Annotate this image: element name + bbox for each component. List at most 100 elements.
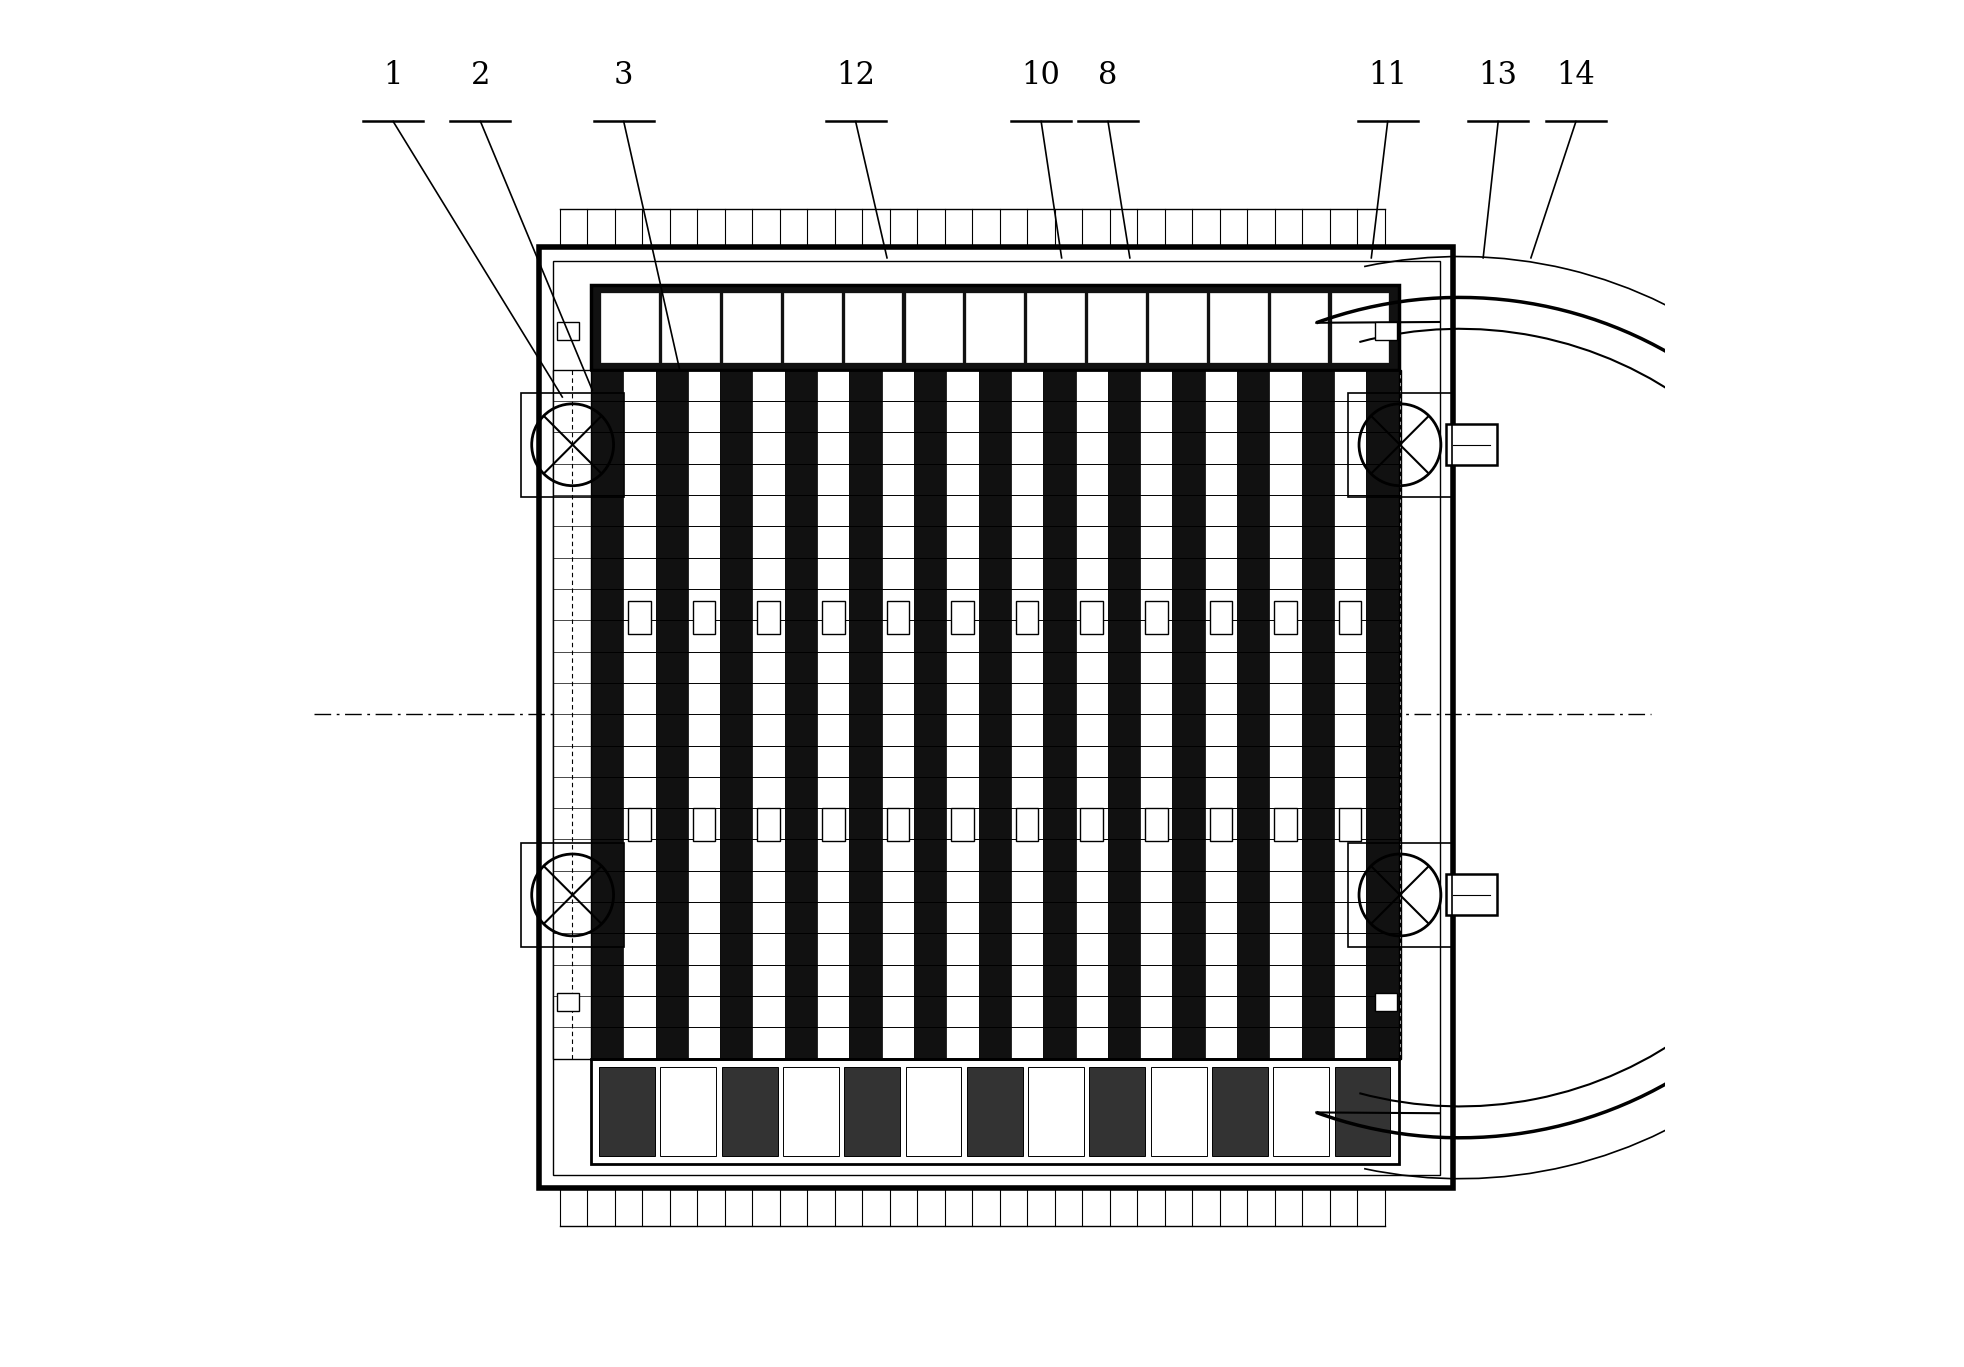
Bar — [1015, 808, 1037, 841]
Bar — [1212, 1066, 1267, 1155]
Bar — [1347, 392, 1451, 496]
Bar — [1334, 369, 1365, 1058]
Bar — [905, 1066, 960, 1155]
Bar — [1145, 601, 1167, 634]
Bar — [905, 294, 962, 361]
Bar — [628, 601, 650, 634]
Bar — [656, 369, 687, 1058]
Bar — [723, 294, 780, 361]
Bar — [913, 369, 947, 1058]
Text: 8: 8 — [1098, 60, 1118, 92]
Bar — [845, 1066, 900, 1155]
Bar — [628, 808, 650, 841]
Bar — [721, 1066, 778, 1155]
Bar — [1204, 369, 1237, 1058]
Text: 2: 2 — [471, 60, 489, 92]
Bar — [1446, 875, 1497, 916]
Bar — [1088, 294, 1145, 361]
Bar — [1365, 369, 1398, 1058]
Bar — [660, 1066, 717, 1155]
Text: 14: 14 — [1555, 60, 1595, 92]
Bar — [599, 1066, 654, 1155]
Bar — [1145, 808, 1167, 841]
Bar — [1151, 1066, 1206, 1155]
Bar — [693, 601, 715, 634]
Bar — [1210, 601, 1231, 634]
Text: 12: 12 — [837, 60, 874, 92]
Bar — [1139, 369, 1173, 1058]
Text: 13: 13 — [1479, 60, 1516, 92]
Bar — [821, 601, 845, 634]
Bar — [966, 1066, 1021, 1155]
Bar — [752, 369, 784, 1058]
Bar — [520, 392, 625, 496]
Bar — [782, 1066, 839, 1155]
Bar — [552, 369, 591, 1058]
Bar — [756, 808, 780, 841]
Bar — [886, 601, 909, 634]
Bar — [951, 808, 974, 841]
Bar — [1398, 369, 1400, 1058]
Bar — [591, 369, 623, 1058]
Bar — [591, 286, 1398, 369]
Bar — [978, 369, 1009, 1058]
Bar — [1015, 601, 1037, 634]
Bar — [556, 994, 577, 1012]
Bar — [693, 808, 715, 841]
Bar — [1149, 294, 1206, 361]
Bar — [1269, 369, 1300, 1058]
Bar — [947, 369, 978, 1058]
Bar — [1088, 1066, 1145, 1155]
Text: 11: 11 — [1367, 60, 1406, 92]
Bar — [1027, 1066, 1084, 1155]
Bar — [886, 808, 909, 841]
Text: 1: 1 — [383, 60, 403, 92]
Bar — [1173, 369, 1204, 1058]
Bar — [1027, 294, 1084, 361]
Bar — [556, 323, 577, 340]
Bar — [552, 261, 1440, 1174]
Bar — [601, 294, 658, 361]
Bar — [784, 369, 817, 1058]
Bar — [1446, 424, 1497, 465]
Bar — [591, 1058, 1398, 1163]
Text: 10: 10 — [1021, 60, 1061, 92]
Bar — [1210, 294, 1267, 361]
Bar — [1043, 369, 1074, 1058]
Bar — [1108, 369, 1139, 1058]
Bar — [1300, 369, 1334, 1058]
Bar — [756, 601, 780, 634]
Bar — [1337, 808, 1361, 841]
Bar — [1080, 808, 1102, 841]
Bar — [1074, 369, 1108, 1058]
Bar — [1237, 369, 1269, 1058]
Bar — [721, 369, 752, 1058]
Bar — [1375, 323, 1396, 340]
Text: 3: 3 — [613, 60, 632, 92]
Bar — [1009, 369, 1043, 1058]
Bar — [1273, 808, 1296, 841]
Bar — [1273, 601, 1296, 634]
Bar — [966, 294, 1023, 361]
Bar — [538, 247, 1453, 1188]
Bar — [848, 369, 882, 1058]
Bar — [687, 369, 721, 1058]
Bar — [520, 843, 625, 947]
Bar — [1271, 294, 1328, 361]
Bar — [1080, 601, 1102, 634]
Bar — [1332, 294, 1389, 361]
Bar — [817, 369, 848, 1058]
Bar — [1347, 843, 1451, 947]
Bar — [662, 294, 719, 361]
Bar — [1337, 601, 1361, 634]
Bar — [1210, 808, 1231, 841]
Bar — [784, 294, 841, 361]
Bar — [1334, 1066, 1391, 1155]
Bar — [951, 601, 974, 634]
Bar — [1273, 1066, 1328, 1155]
Bar — [845, 294, 901, 361]
Bar — [821, 808, 845, 841]
Bar — [1375, 994, 1396, 1012]
Bar — [623, 369, 656, 1058]
Bar — [882, 369, 913, 1058]
